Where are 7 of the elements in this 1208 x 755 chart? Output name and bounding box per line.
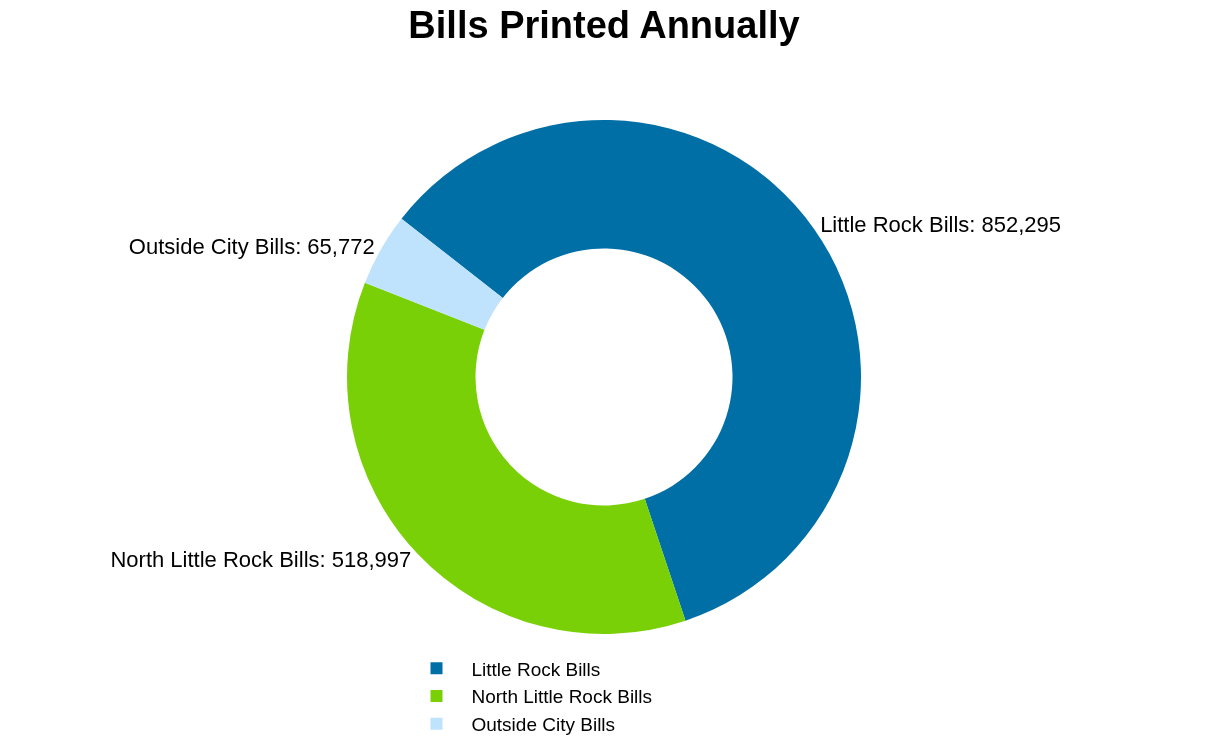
legend-label: North Little Rock Bills (471, 686, 653, 708)
legend-label: Outside City Bills (471, 714, 616, 736)
legend-label: Little Rock Bills (471, 658, 601, 680)
data-label: Little Rock Bills: 852,295 (820, 212, 1062, 238)
chart-title: Bills Printed Annually (408, 3, 800, 46)
data-label: North Little Rock Bills: 518,997 (110, 547, 412, 573)
data-label: Outside City Bills: 65,772 (128, 233, 375, 259)
